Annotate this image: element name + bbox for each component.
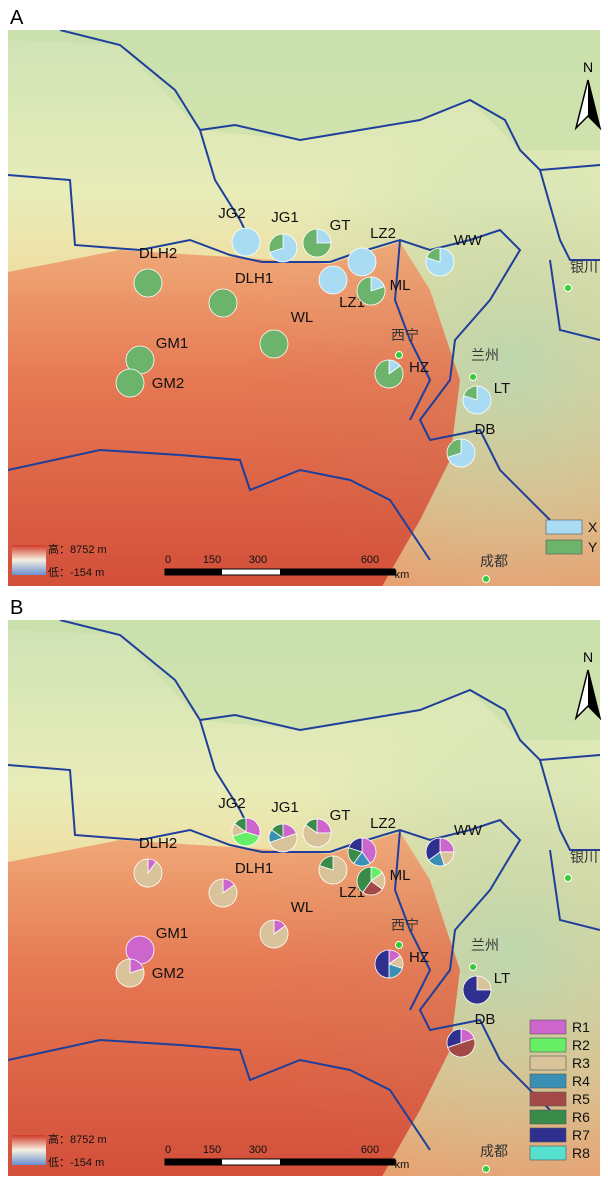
city-dot: [470, 374, 477, 381]
site-label: WL: [291, 899, 314, 916]
site-label: ML: [390, 277, 411, 294]
site-label: DLH2: [139, 835, 177, 852]
elevation-low: 低：-154 m: [48, 566, 104, 579]
legend-swatch: [530, 1074, 566, 1088]
pie-slice: [319, 266, 347, 294]
site-label: HZ: [409, 359, 429, 376]
legend-label: R2: [572, 1037, 590, 1053]
city-name: 兰州: [471, 347, 499, 363]
pie-slice: [134, 859, 162, 887]
scale-label: 600: [361, 554, 379, 566]
site-label: JG2: [218, 205, 246, 222]
legend-swatch: [530, 1056, 566, 1070]
legend-swatch: [530, 1110, 566, 1124]
site-label: JG1: [271, 799, 299, 816]
site-label: ML: [390, 867, 411, 884]
city-dot: [470, 964, 477, 971]
city-name: 成都: [480, 1143, 508, 1159]
site-label: GM1: [156, 925, 189, 942]
site-label: WW: [454, 822, 483, 839]
north-label: N: [583, 649, 593, 665]
panel-label: B: [10, 597, 23, 619]
legend-label: R1: [572, 1019, 590, 1035]
site-label: JG1: [271, 209, 299, 226]
city-dot: [396, 942, 403, 949]
city-dot: [396, 352, 403, 359]
scale-label: km: [395, 1159, 410, 1171]
legend-label: R3: [572, 1055, 590, 1071]
city-name: 兰州: [471, 937, 499, 953]
site-label: GT: [330, 217, 351, 234]
site-label: GM2: [152, 375, 185, 392]
site-label: DLH1: [235, 270, 273, 287]
site-label: WW: [454, 232, 483, 249]
city-name: 银川: [570, 259, 598, 275]
site-label: HZ: [409, 949, 429, 966]
pie-slice: [260, 330, 288, 358]
site-label: GM1: [156, 335, 189, 352]
elevation-bar: [12, 545, 46, 575]
scale-label: 600: [361, 1144, 379, 1156]
scale-label: 0: [165, 554, 171, 566]
pie-slice: [209, 289, 237, 317]
legend-swatch: [530, 1146, 566, 1160]
scale-label: km: [395, 569, 410, 581]
legend-label: X: [588, 519, 598, 535]
legend-label: R7: [572, 1127, 590, 1143]
site-label: JG2: [218, 795, 246, 812]
pie-slice: [232, 228, 260, 256]
legend-label: R8: [572, 1145, 590, 1161]
elevation-bar: [12, 1135, 46, 1165]
city-dot: [565, 875, 572, 882]
legend-label: R6: [572, 1109, 590, 1125]
city-name: 银川: [570, 849, 598, 865]
map-panel: BN银川西宁兰州成都JG2JG1GTLZ2LZ1MLWWDLH2DLH1WLGM…: [8, 597, 600, 1178]
elevation-high: 高：8752 m: [48, 1132, 107, 1146]
legend-swatch: [530, 1128, 566, 1142]
scale-bar-fill: [280, 1159, 395, 1165]
legend-label: R4: [572, 1073, 590, 1089]
legend-swatch: [546, 520, 582, 534]
city-name: 西宁: [391, 327, 419, 343]
site-label: DLH2: [139, 245, 177, 262]
scale-bar-fill: [165, 569, 222, 575]
site-label: LT: [494, 380, 510, 397]
site-label: LZ2: [370, 815, 396, 832]
elevation-high: 高：8752 m: [48, 542, 107, 556]
scale-label: 300: [249, 554, 267, 566]
site-label: WL: [291, 309, 314, 326]
panel-label: A: [10, 7, 24, 29]
city-dot: [483, 1166, 490, 1173]
scale-label: 0: [165, 1144, 171, 1156]
pie-slice: [348, 248, 376, 276]
site-label: LT: [494, 970, 510, 987]
site-label: GT: [330, 807, 351, 824]
elevation-low: 低：-154 m: [48, 1156, 104, 1169]
legend-swatch: [530, 1020, 566, 1034]
site-label: DB: [475, 1011, 496, 1028]
site-label: LZ2: [370, 225, 396, 242]
legend-swatch: [530, 1092, 566, 1106]
legend-swatch: [530, 1038, 566, 1052]
city-name: 成都: [480, 553, 508, 569]
scale-label: 150: [203, 1144, 221, 1156]
scale-label: 300: [249, 1144, 267, 1156]
city-dot: [565, 285, 572, 292]
north-label: N: [583, 59, 593, 75]
scale-label: 150: [203, 554, 221, 566]
legend-label: R5: [572, 1091, 590, 1107]
pie-slice: [134, 269, 162, 297]
scale-bar-fill: [280, 569, 395, 575]
pie-slice: [116, 369, 144, 397]
site-label: DB: [475, 421, 496, 438]
scale-bar-fill: [165, 1159, 222, 1165]
city-name: 西宁: [391, 917, 419, 933]
site-label: DLH1: [235, 860, 273, 877]
figure: AN银川西宁兰州成都JG2JG1GTLZ2LZ1MLWWDLH2DLH1WLGM…: [0, 0, 608, 1178]
legend-label: Y: [588, 539, 598, 555]
site-label: GM2: [152, 965, 185, 982]
city-dot: [483, 576, 490, 583]
legend-swatch: [546, 540, 582, 554]
